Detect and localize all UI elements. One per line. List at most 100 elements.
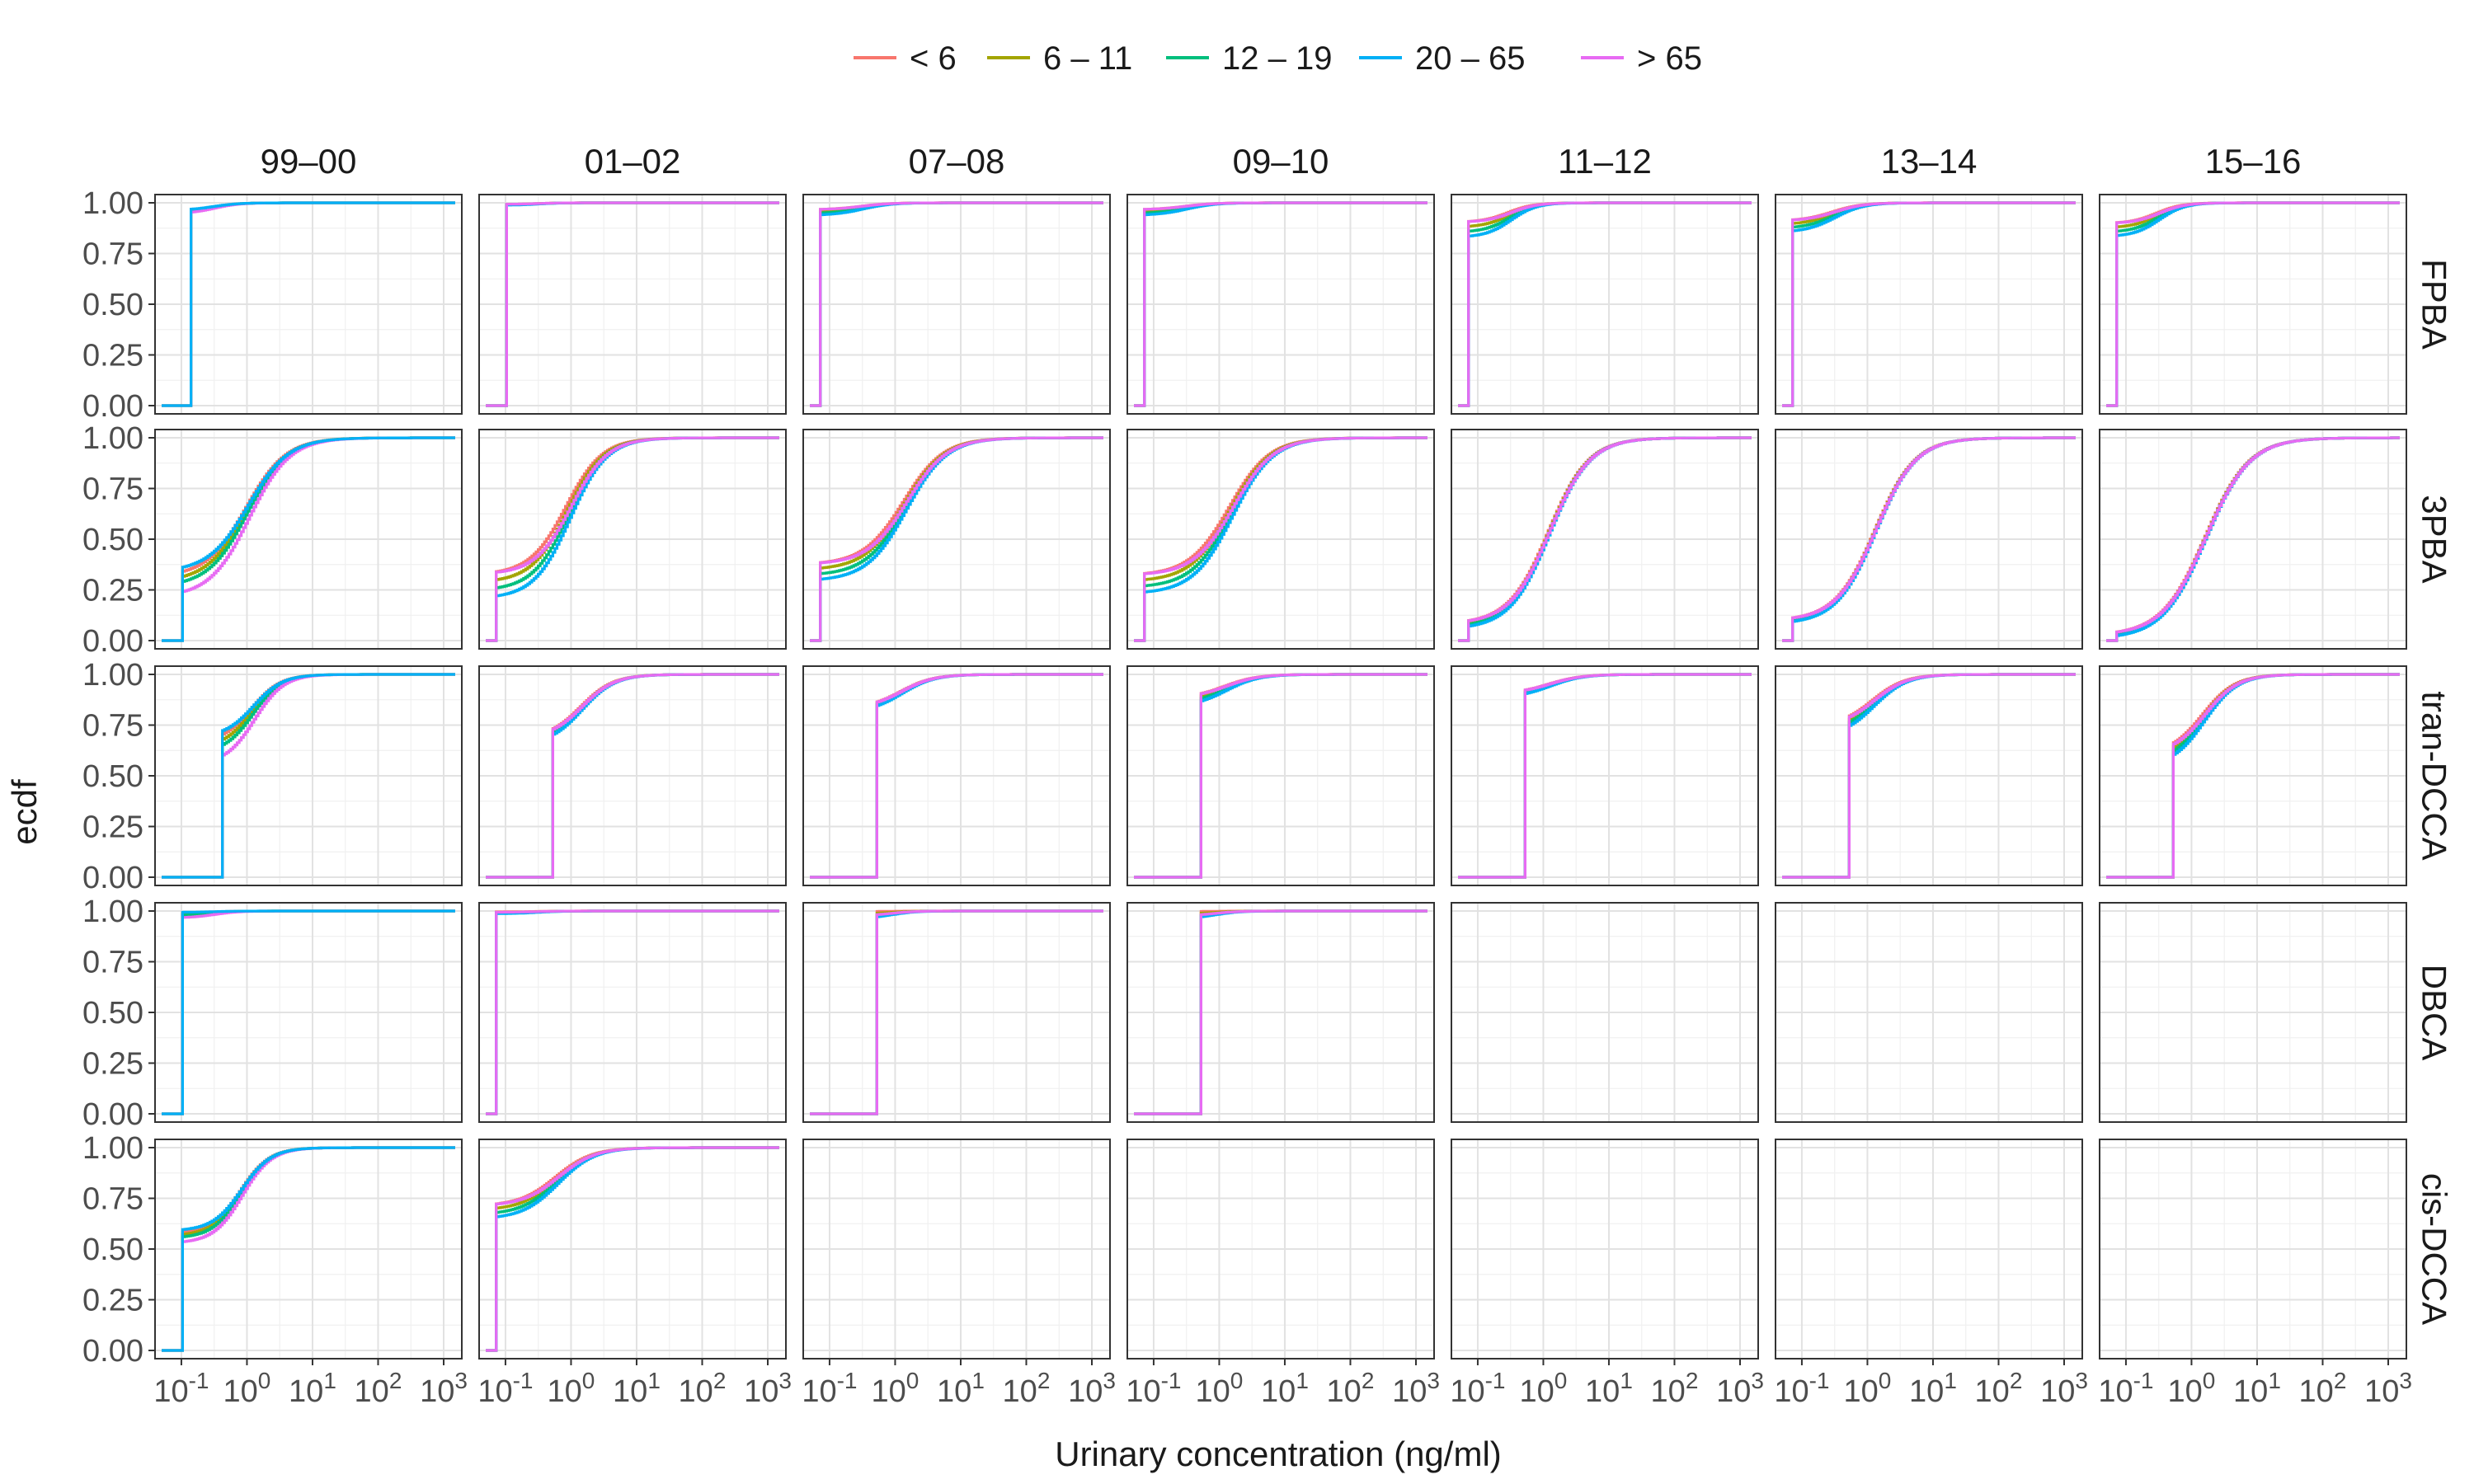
x-tick-label: 10-1	[1450, 1368, 1505, 1409]
x-tick-exponent: -1	[1485, 1368, 1506, 1393]
x-tick-exponent: 2	[1362, 1368, 1375, 1393]
legend-label: 12 – 19	[1222, 40, 1332, 77]
panel-border	[1775, 1139, 2083, 1360]
panel	[1451, 194, 1759, 415]
x-tick-exponent: -1	[2133, 1368, 2154, 1393]
x-tick-exponent: 0	[906, 1368, 920, 1393]
panel	[1126, 429, 1435, 650]
x-tick-base: 10	[2168, 1374, 2203, 1409]
ecdf-series-line	[1134, 201, 1427, 407]
x-tick-label: 100	[872, 1368, 920, 1409]
x-tick-label: 100	[2168, 1368, 2216, 1409]
row-strip-label: tran-DCCA	[2415, 691, 2454, 860]
x-tick-label: 102	[355, 1368, 402, 1409]
x-tick-exponent: 2	[2334, 1368, 2347, 1393]
panel: FPBA	[2099, 194, 2454, 415]
panel	[1775, 194, 2083, 415]
x-tick-base: 10	[289, 1374, 323, 1409]
column-strips: 99–00 01–02 07–08 09–10 11–12 13–14 15–16	[261, 142, 2302, 181]
x-tick-label: 103	[2040, 1368, 2088, 1409]
x-tick-exponent: 3	[454, 1368, 468, 1393]
x-tick-exponent: 0	[258, 1368, 271, 1393]
x-tick-exponent: 1	[323, 1368, 336, 1393]
x-tick-label: 102	[1327, 1368, 1375, 1409]
panel-border	[2099, 902, 2407, 1123]
x-tick-exponent: -1	[513, 1368, 534, 1393]
panel: 0.00 0.25 0.50 0.75 1.00	[82, 186, 463, 424]
panel	[802, 194, 1111, 415]
x-tick-base: 10	[1261, 1374, 1296, 1409]
y-tick-label: 1.00	[82, 658, 143, 693]
ecdf-series-line	[1782, 436, 2076, 642]
x-tick-label: 103	[1716, 1368, 1764, 1409]
panel	[478, 902, 787, 1123]
y-tick-label: 1.00	[82, 895, 143, 929]
panel: 10-1 100 101 102 103	[1774, 1139, 2088, 1409]
x-tick-label: 102	[2299, 1368, 2347, 1409]
panel: 10-1 100 101 102 103	[477, 1139, 792, 1409]
panel-border	[478, 902, 787, 1123]
y-tick-label: 0.50	[82, 996, 143, 1031]
panel-border	[1451, 902, 1759, 1123]
x-axis-title: Urinary concentration (ng/ml)	[1055, 1435, 1502, 1473]
x-tick-label: 10-1	[2098, 1368, 2153, 1409]
panel-border	[2099, 665, 2407, 886]
x-tick-exponent: -1	[837, 1368, 858, 1393]
x-tick-base: 10	[2364, 1374, 2399, 1409]
panel-border	[1775, 665, 2083, 886]
panel	[1451, 429, 1759, 650]
panel-border	[1775, 194, 2083, 415]
ecdf-series-line	[486, 673, 779, 879]
x-tick-label: 102	[1003, 1368, 1051, 1409]
x-tick-base: 10	[1327, 1374, 1362, 1409]
ecdf-series-line	[2106, 201, 2400, 407]
x-tick-label: 101	[1909, 1368, 1957, 1409]
x-tick-label: 101	[1585, 1368, 1633, 1409]
x-tick-exponent: 3	[1103, 1368, 1116, 1393]
x-tick-label: 10-1	[477, 1368, 533, 1409]
x-tick-exponent: 1	[971, 1368, 985, 1393]
x-tick-exponent: 0	[1230, 1368, 1244, 1393]
column-strip-label: 15–16	[2205, 142, 2302, 181]
panel	[802, 429, 1111, 650]
x-tick-exponent: 2	[1037, 1368, 1051, 1393]
x-tick-label: 10-1	[153, 1368, 209, 1409]
x-tick-exponent: 3	[2399, 1368, 2412, 1393]
ecdf-series-line	[162, 909, 455, 1115]
panel-border	[2099, 429, 2407, 650]
x-tick-base: 10	[1520, 1374, 1554, 1409]
x-tick-base: 10	[1196, 1374, 1230, 1409]
panel-border	[1126, 429, 1435, 650]
panel	[1775, 429, 2083, 650]
panel	[478, 429, 787, 650]
panel-border	[1451, 429, 1759, 650]
y-tick-label: 0.25	[82, 810, 143, 845]
row-strip-label: DBCA	[2415, 965, 2454, 1061]
x-tick-exponent: 3	[1427, 1368, 1440, 1393]
legend-label: > 65	[1637, 40, 1702, 77]
panel-border	[1126, 665, 1435, 886]
ecdf-series-line	[162, 201, 455, 407]
x-tick-base: 10	[2098, 1374, 2133, 1409]
x-tick-exponent: 1	[2268, 1368, 2281, 1393]
y-tick-label: 0.50	[82, 288, 143, 322]
x-tick-base: 10	[2233, 1374, 2268, 1409]
column-strip-label: 13–14	[1881, 142, 1978, 181]
x-tick-base: 10	[613, 1374, 647, 1409]
panel	[1126, 194, 1435, 415]
x-tick-label: 103	[1068, 1368, 1116, 1409]
x-tick-exponent: 2	[1686, 1368, 1699, 1393]
x-tick-base: 10	[872, 1374, 906, 1409]
panel	[478, 194, 787, 415]
ecdf-series-line	[486, 201, 779, 407]
x-tick-label: 10-1	[1126, 1368, 1181, 1409]
x-tick-label: 100	[1844, 1368, 1892, 1409]
x-tick-exponent: 1	[1296, 1368, 1309, 1393]
ecdf-series-line	[810, 909, 1103, 1115]
x-tick-base: 10	[1585, 1374, 1620, 1409]
x-tick-exponent: 3	[778, 1368, 792, 1393]
x-tick-base: 10	[1068, 1374, 1103, 1409]
panel-border	[802, 665, 1111, 886]
